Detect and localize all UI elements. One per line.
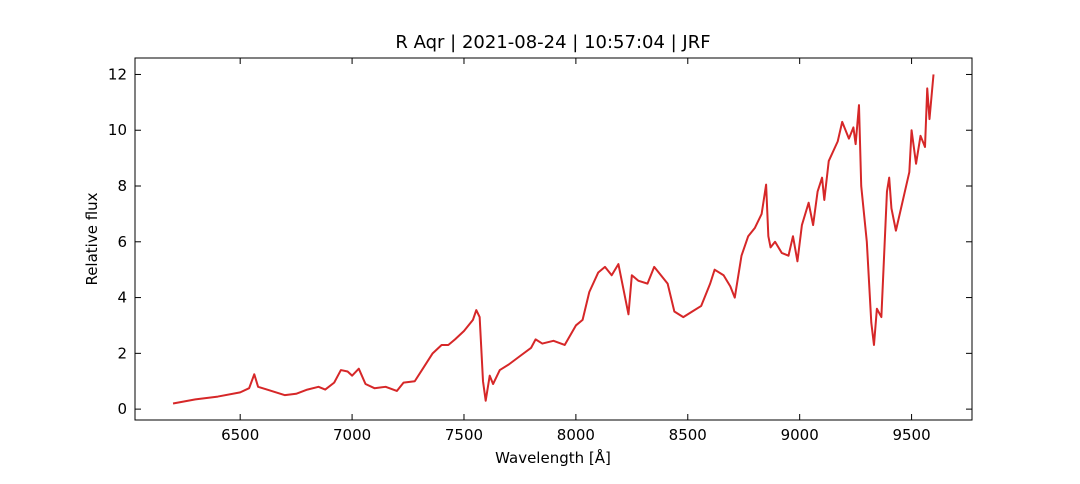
- x-tick-label: 9500: [892, 426, 930, 444]
- x-tick-label: 7000: [333, 426, 371, 444]
- x-tick-label: 6500: [221, 426, 259, 444]
- y-tick-label: 4: [117, 289, 127, 307]
- y-tick-label: 12: [108, 65, 127, 83]
- y-tick-label: 0: [117, 400, 127, 418]
- y-axis-label: Relative flux: [83, 192, 101, 285]
- data-line: [172, 74, 935, 405]
- chart-title: R Aqr | 2021-08-24 | 10:57:04 | JRF: [395, 32, 710, 53]
- x-tick-label: 8500: [669, 426, 707, 444]
- x-tick-label: 7500: [445, 426, 483, 444]
- y-tick-label: 2: [117, 344, 127, 362]
- y-tick-label: 6: [117, 233, 127, 251]
- x-tick-label: 9000: [781, 426, 819, 444]
- x-axis-label: Wavelength [Å]: [495, 448, 611, 467]
- x-tick-label: 8000: [557, 426, 595, 444]
- plot-frame: [134, 57, 973, 421]
- y-tick-label: 10: [108, 121, 127, 139]
- y-tick-label: 8: [117, 177, 127, 195]
